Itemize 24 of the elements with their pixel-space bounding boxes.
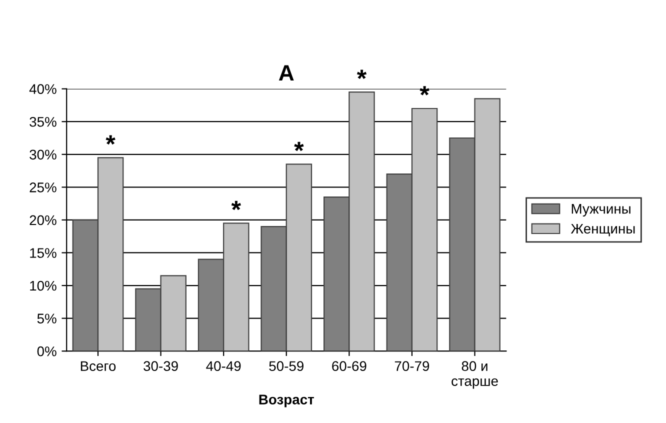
x-tick-label: 30-39: [144, 361, 178, 372]
y-tick-label: 30%: [30, 150, 56, 160]
annotation: *: [294, 142, 304, 152]
y-tick-label: 35%: [30, 116, 56, 127]
y-tick-label: 0%: [37, 346, 56, 356]
x-tick-label: 40-49: [206, 361, 241, 372]
y-tick-label: 5%: [37, 314, 56, 324]
annotation: *: [356, 70, 367, 80]
y-tick-label: 20%: [30, 215, 56, 226]
chart-title: А: [278, 65, 294, 80]
x-tick-label: 80 и старше: [452, 361, 498, 389]
x-tick-label: 70-79: [394, 361, 430, 372]
y-tick-label: 40%: [29, 84, 56, 94]
y-tick-label: 15%: [30, 248, 56, 258]
x-tick-label: 60-69: [332, 361, 366, 372]
x-tick-label: Всего: [80, 361, 116, 372]
legend-label: Женщины: [570, 224, 635, 236]
annotation: *: [106, 135, 116, 145]
y-tick-label: 10%: [30, 280, 56, 291]
y-tick-label: 25%: [30, 182, 56, 192]
legend-label: Мужчины: [572, 204, 630, 216]
x-tick-label: 50-59: [269, 361, 304, 372]
annotation: *: [231, 200, 241, 210]
x-axis-title: Возраст: [259, 394, 314, 408]
